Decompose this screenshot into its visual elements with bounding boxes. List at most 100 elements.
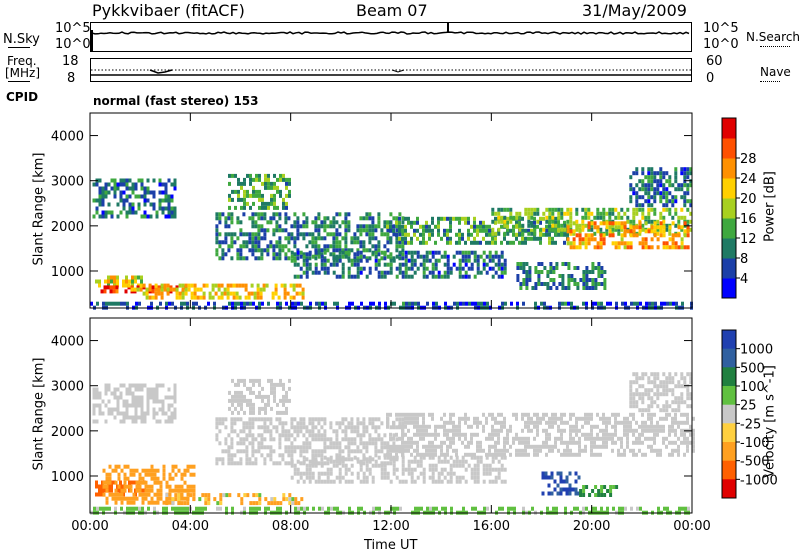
heatmap-cell — [404, 467, 408, 472]
heatmap-cell — [297, 301, 300, 306]
heatmap-cell — [255, 177, 258, 182]
heatmap-cell — [216, 506, 219, 511]
heatmap-cell — [443, 228, 446, 233]
heatmap-cell — [593, 424, 596, 429]
heatmap-cell — [299, 254, 303, 259]
heatmap-cell — [374, 244, 378, 249]
heatmap-cell — [461, 216, 464, 221]
heatmap-cell — [122, 383, 126, 388]
heatmap-cell — [525, 278, 529, 282]
heatmap-cell — [132, 468, 136, 473]
heatmap-cell — [662, 187, 666, 192]
heatmap-cell — [347, 248, 351, 253]
heatmap-cell — [243, 506, 246, 511]
heatmap-cell — [177, 506, 180, 511]
heatmap-cell — [510, 506, 513, 511]
heatmap-cell — [477, 301, 480, 306]
colorbar-tick-label: 4 — [740, 272, 748, 287]
heatmap-cell — [134, 399, 138, 404]
heatmap-cell — [264, 410, 267, 415]
heatmap-cell — [593, 231, 597, 236]
heatmap-cell — [234, 382, 237, 387]
heatmap-cell — [332, 258, 336, 263]
heatmap-cell — [308, 262, 312, 267]
heatmap-cell — [683, 191, 687, 196]
heatmap-cell — [131, 186, 135, 191]
heatmap-cell — [128, 391, 132, 396]
heatmap-cell — [650, 171, 654, 176]
heatmap-cell — [231, 301, 234, 306]
heatmap-cell — [617, 448, 620, 453]
heatmap-cell — [446, 274, 450, 279]
heatmap-cell — [224, 240, 228, 245]
heatmap-cell — [662, 408, 666, 413]
heatmap-cell — [344, 232, 348, 237]
heatmap-cell — [602, 233, 606, 238]
heatmap-cell — [288, 386, 291, 391]
heatmap-cell — [606, 506, 609, 511]
heatmap-cell — [488, 254, 492, 259]
heatmap-cell — [243, 382, 246, 387]
heatmap-cell — [686, 392, 690, 397]
heatmap-cell — [565, 479, 569, 484]
heatmap-cell — [458, 475, 462, 480]
heatmap-cell — [205, 283, 209, 288]
heatmap-cell — [138, 488, 142, 493]
heatmap-cell — [314, 262, 318, 267]
heatmap-cell — [264, 394, 267, 399]
heatmap-cell — [671, 215, 675, 220]
heatmap-cell — [232, 295, 236, 300]
heatmap-cell — [473, 236, 476, 241]
heatmap-cell — [668, 380, 672, 385]
heatmap-cell — [404, 440, 407, 445]
heatmap-cell — [446, 432, 449, 437]
heatmap-cell — [566, 229, 570, 234]
heatmap-cell — [335, 220, 339, 225]
noise-right-tick-bottom: 10^0 — [703, 37, 739, 52]
heatmap-cell — [148, 287, 152, 292]
heatmap-cell — [671, 376, 675, 381]
heatmap-cell — [278, 433, 282, 438]
heatmap-cell — [587, 233, 591, 238]
heatmap-cell — [689, 396, 693, 401]
heatmap-cell — [437, 220, 440, 225]
heatmap-cell — [168, 484, 172, 489]
heatmap-cell — [267, 378, 270, 383]
heatmap-cell — [623, 245, 627, 250]
heatmap-cell — [218, 212, 222, 217]
heatmap-cell — [180, 506, 183, 511]
heatmap-cell — [683, 199, 687, 204]
heatmap-cell — [155, 419, 159, 424]
heatmap-cell — [584, 215, 588, 220]
heatmap-cell — [662, 436, 665, 441]
heatmap-cell — [458, 428, 461, 433]
heatmap-cell — [449, 479, 453, 484]
heatmap-cell — [674, 428, 677, 433]
heatmap-cell — [95, 419, 99, 424]
heatmap-cell — [407, 412, 410, 417]
heatmap-cell — [129, 496, 133, 501]
heatmap-cell — [228, 173, 231, 178]
heatmap-cell — [407, 463, 411, 468]
heatmap-cell — [279, 410, 282, 415]
heatmap-cell — [305, 274, 309, 279]
heatmap-cell — [236, 449, 240, 454]
heatmap-cell — [479, 240, 482, 245]
heatmap-cell — [539, 216, 542, 221]
heatmap-cell — [428, 440, 431, 445]
heatmap-cell — [425, 258, 429, 263]
heatmap-cell — [551, 207, 555, 212]
heatmap-cell — [278, 228, 282, 233]
heatmap-cell — [553, 479, 557, 484]
heatmap-cell — [164, 198, 168, 203]
heatmap-cell — [215, 240, 219, 245]
heatmap-cell — [407, 428, 410, 433]
heatmap-cell — [110, 279, 113, 284]
heatmap-cell — [459, 301, 462, 306]
heatmap-cell — [270, 390, 273, 395]
noise-search-label: N.Search — [746, 30, 800, 44]
heatmap-cell — [564, 506, 567, 511]
heatmap-cell — [323, 248, 327, 253]
heatmap-cell — [259, 287, 263, 292]
heatmap-cell — [452, 254, 456, 259]
